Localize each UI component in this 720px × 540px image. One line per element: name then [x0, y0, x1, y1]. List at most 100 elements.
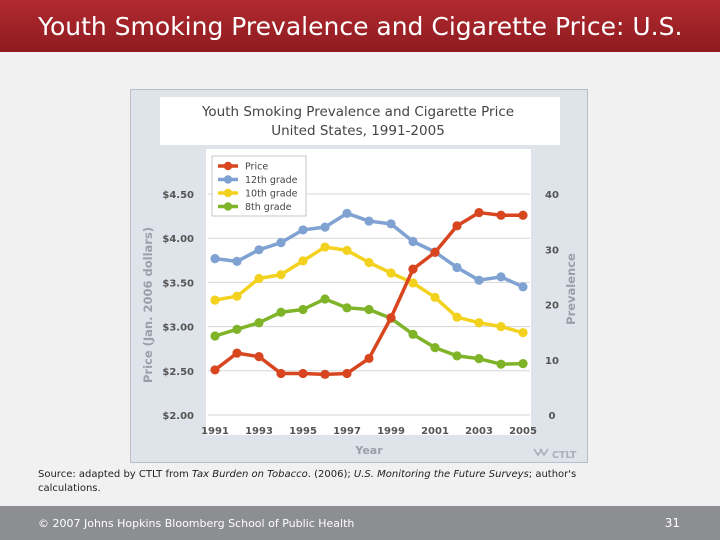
data-point-12th-grade — [210, 254, 220, 264]
data-point-8th-grade — [496, 359, 506, 369]
left-tick-label: $3.50 — [162, 278, 194, 289]
data-point-8th-grade — [276, 307, 286, 317]
legend-swatch-marker — [223, 175, 233, 184]
footer-bar: © 2007 Johns Hopkins Bloomberg School of… — [0, 506, 720, 540]
source-prefix: Source: adapted by CTLT from — [38, 469, 192, 480]
right-axis-label: Prevalence — [564, 253, 578, 325]
data-point-8th-grade — [254, 318, 264, 328]
data-point-8th-grade — [320, 294, 330, 304]
legend-swatch-marker — [223, 161, 233, 171]
x-tick-label: 1995 — [289, 426, 317, 437]
right-tick-label: 10 — [545, 356, 559, 367]
right-tick-label: 20 — [545, 301, 559, 312]
data-point-8th-grade — [342, 303, 352, 313]
chart-title-line-1: Youth Smoking Prevalence and Cigarette P… — [201, 104, 514, 120]
data-point-12th-grade — [518, 282, 528, 292]
x-tick-label: 2003 — [465, 426, 493, 437]
legend-label: 8th grade — [245, 202, 292, 213]
data-point-8th-grade — [408, 329, 418, 339]
data-point-10th-grade — [518, 328, 528, 338]
data-point-12th-grade — [364, 216, 374, 226]
data-point-8th-grade — [210, 331, 220, 341]
data-point-8th-grade — [518, 359, 528, 369]
data-point-price — [430, 247, 440, 257]
chart-title-box — [160, 97, 560, 145]
x-axis-label: Year — [354, 444, 383, 457]
data-point-10th-grade — [408, 278, 418, 288]
data-point-10th-grade — [276, 270, 286, 280]
data-point-12th-grade — [232, 256, 242, 267]
x-tick-label: 1993 — [245, 426, 273, 437]
left-tick-label: $2.50 — [162, 367, 194, 378]
data-point-10th-grade — [298, 256, 308, 266]
right-tick-label: 30 — [545, 245, 559, 256]
data-point-8th-grade — [430, 342, 440, 353]
data-point-price — [232, 348, 242, 358]
legend-swatch-marker — [223, 202, 233, 211]
data-point-price — [452, 221, 462, 231]
right-tick-label: 0 — [549, 411, 556, 422]
left-tick-label: $4.00 — [162, 234, 194, 245]
x-tick-label: 2005 — [509, 426, 537, 437]
legend-label: 10th grade — [245, 189, 298, 200]
source-middle: . (2006); — [307, 469, 354, 480]
data-point-price — [254, 352, 264, 362]
source-work-2: U.S. Monitoring the Future Surveys — [353, 469, 529, 480]
source-citation: Source: adapted by CTLT from Tax Burden … — [38, 468, 638, 495]
data-point-10th-grade — [430, 292, 440, 302]
title-bar: Youth Smoking Prevalence and Cigarette P… — [0, 0, 720, 52]
x-tick-label: 1991 — [201, 426, 229, 437]
chart-title-line-2: United States, 1991-2005 — [271, 123, 445, 139]
ctlt-logo-mark — [533, 448, 549, 457]
legend-label: Price — [245, 162, 268, 173]
data-point-12th-grade — [386, 219, 396, 229]
data-point-10th-grade — [364, 257, 374, 268]
right-tick-label: 40 — [545, 190, 559, 201]
data-point-12th-grade — [474, 275, 484, 285]
data-point-price — [298, 368, 308, 379]
data-point-8th-grade — [298, 304, 308, 315]
data-point-10th-grade — [232, 291, 242, 301]
data-point-10th-grade — [320, 242, 330, 252]
data-point-12th-grade — [298, 225, 308, 235]
x-tick-label: 2001 — [421, 426, 449, 437]
data-point-8th-grade — [452, 351, 462, 361]
data-point-price — [364, 353, 374, 364]
source-work-1: Tax Burden on Tobacco — [191, 469, 308, 480]
data-point-8th-grade — [474, 354, 484, 364]
data-point-10th-grade — [474, 318, 484, 328]
left-tick-label: $3.00 — [162, 323, 194, 334]
source-suffix: ; author's calculations. — [38, 469, 577, 494]
data-point-12th-grade — [320, 222, 330, 232]
data-point-10th-grade — [254, 273, 264, 284]
data-point-price — [408, 264, 418, 274]
data-point-10th-grade — [386, 268, 396, 278]
data-point-8th-grade — [232, 324, 242, 334]
data-point-price — [474, 207, 484, 218]
data-point-10th-grade — [210, 295, 220, 305]
data-point-price — [518, 210, 528, 220]
data-point-price — [320, 369, 330, 379]
data-point-12th-grade — [452, 262, 462, 273]
data-point-12th-grade — [276, 238, 286, 248]
slide-title: Youth Smoking Prevalence and Cigarette P… — [38, 12, 683, 41]
data-point-price — [342, 368, 352, 379]
data-point-12th-grade — [496, 272, 506, 282]
x-tick-label: 1997 — [333, 426, 361, 437]
data-point-10th-grade — [452, 312, 462, 322]
data-point-10th-grade — [342, 245, 352, 255]
footer-copyright: © 2007 Johns Hopkins Bloomberg School of… — [38, 517, 355, 530]
data-point-price — [210, 365, 220, 375]
data-point-12th-grade — [342, 208, 352, 218]
legend-swatch-marker — [223, 188, 233, 198]
data-point-8th-grade — [364, 304, 374, 315]
data-point-12th-grade — [408, 236, 418, 247]
left-tick-label: $2.00 — [162, 411, 194, 422]
ctlt-logo-text: CTLT — [552, 450, 577, 461]
x-tick-label: 1999 — [377, 426, 405, 437]
legend-label: 12th grade — [245, 175, 298, 186]
data-point-12th-grade — [254, 245, 264, 255]
data-point-price — [496, 210, 506, 220]
data-point-price — [276, 368, 286, 379]
data-point-price — [386, 313, 396, 323]
